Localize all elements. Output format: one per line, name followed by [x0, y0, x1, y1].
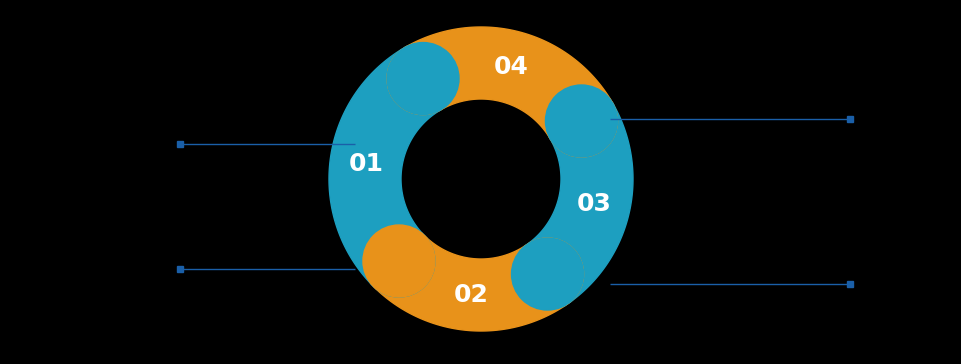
Text: 04: 04 [493, 55, 528, 79]
Text: 02: 02 [453, 282, 488, 306]
Circle shape [386, 43, 458, 115]
Circle shape [386, 43, 458, 115]
Polygon shape [405, 27, 612, 139]
Circle shape [362, 225, 434, 297]
Polygon shape [527, 103, 632, 304]
Polygon shape [373, 236, 568, 331]
Text: 03: 03 [577, 192, 611, 216]
Text: 01: 01 [348, 152, 383, 176]
Polygon shape [329, 47, 440, 286]
Circle shape [545, 85, 617, 157]
Circle shape [362, 225, 434, 297]
Circle shape [545, 85, 617, 157]
Circle shape [511, 238, 583, 310]
Circle shape [511, 238, 583, 310]
